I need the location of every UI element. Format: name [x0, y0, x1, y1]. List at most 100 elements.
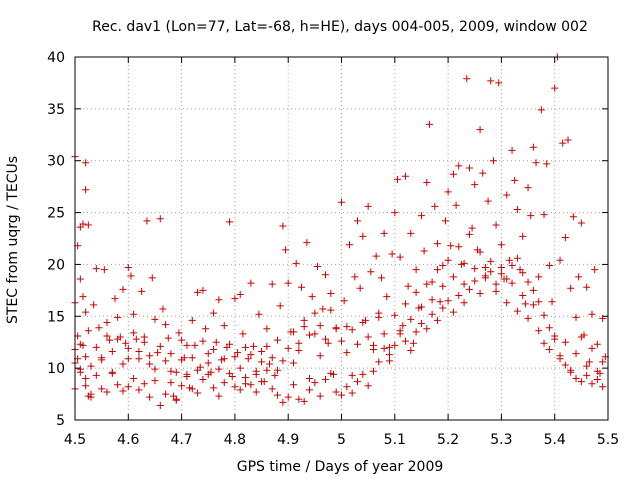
data-point — [439, 261, 447, 269]
y-tick-label: 25 — [47, 206, 65, 222]
data-point — [572, 350, 580, 358]
data-point — [226, 340, 234, 348]
data-point — [135, 355, 143, 363]
x-tick-label: 5.4 — [544, 432, 566, 448]
data-point — [284, 344, 292, 352]
data-point — [100, 266, 108, 274]
data-point — [428, 296, 436, 304]
data-point — [561, 338, 569, 346]
data-point — [103, 319, 111, 327]
data-point — [593, 376, 601, 384]
data-point — [569, 213, 577, 221]
data-point — [92, 343, 100, 351]
data-point — [367, 268, 375, 276]
data-point — [114, 381, 122, 389]
data-point — [194, 366, 202, 374]
data-point — [551, 332, 559, 340]
data-point — [199, 376, 207, 384]
data-point — [231, 295, 239, 303]
data-point — [471, 265, 479, 273]
data-point — [487, 77, 495, 85]
data-point — [561, 361, 569, 369]
data-point — [263, 342, 271, 350]
data-point — [276, 302, 284, 310]
data-point — [282, 246, 290, 254]
data-point — [431, 202, 439, 210]
x-tick-label: 4.7 — [170, 432, 192, 448]
y-tick-label: 5 — [56, 413, 65, 429]
data-point — [345, 241, 353, 249]
data-point — [151, 377, 159, 385]
data-point — [353, 378, 361, 386]
data-point — [556, 256, 564, 264]
data-point — [401, 172, 409, 180]
data-point — [138, 287, 146, 295]
data-point — [492, 280, 500, 288]
data-point — [455, 162, 463, 170]
data-point — [433, 316, 441, 324]
data-point — [319, 305, 327, 313]
data-point — [519, 292, 527, 300]
data-point — [524, 314, 532, 322]
data-point — [540, 339, 548, 347]
data-point — [492, 221, 500, 229]
data-point — [599, 358, 607, 366]
data-point — [391, 341, 399, 349]
data-point — [295, 395, 303, 403]
data-point — [156, 342, 164, 350]
data-point — [90, 301, 98, 309]
data-point — [292, 259, 300, 267]
data-point — [220, 379, 228, 387]
data-point — [290, 359, 298, 367]
data-point — [396, 253, 404, 261]
data-point — [599, 383, 607, 391]
data-point — [343, 323, 351, 331]
data-point — [396, 327, 404, 335]
x-tick-label: 5 — [337, 432, 346, 448]
data-point — [364, 333, 372, 341]
data-point — [348, 389, 356, 397]
data-point — [476, 289, 484, 297]
data-point — [529, 301, 537, 309]
data-point — [255, 310, 263, 318]
data-point — [369, 345, 377, 353]
data-point — [433, 266, 441, 274]
grid-lines — [75, 57, 608, 420]
data-point — [465, 285, 473, 293]
data-point — [471, 181, 479, 189]
data-point — [503, 275, 511, 283]
data-point — [98, 385, 106, 393]
data-point — [258, 358, 266, 366]
data-point — [372, 252, 380, 260]
data-point — [92, 371, 100, 379]
data-point — [199, 337, 207, 345]
data-point — [351, 273, 359, 281]
data-point — [119, 285, 127, 293]
data-point — [340, 297, 348, 305]
data-point — [353, 340, 361, 348]
data-point — [247, 351, 255, 359]
data-point — [124, 344, 132, 352]
data-point — [425, 120, 433, 128]
data-point — [167, 350, 175, 358]
data-point — [412, 266, 420, 274]
data-point — [322, 271, 330, 279]
data-point — [452, 201, 460, 209]
x-tick-label: 4.9 — [277, 432, 299, 448]
data-point — [162, 357, 170, 365]
data-point — [375, 358, 383, 366]
data-point — [497, 241, 505, 249]
data-point — [484, 197, 492, 205]
data-point — [465, 164, 473, 172]
data-point — [151, 315, 159, 323]
data-point — [127, 272, 135, 280]
data-point — [481, 274, 489, 282]
x-tick-label: 4.5 — [64, 432, 86, 448]
data-point — [124, 355, 132, 363]
data-point — [417, 320, 425, 328]
data-point — [106, 336, 114, 344]
data-point — [311, 379, 319, 387]
data-point — [274, 366, 282, 374]
